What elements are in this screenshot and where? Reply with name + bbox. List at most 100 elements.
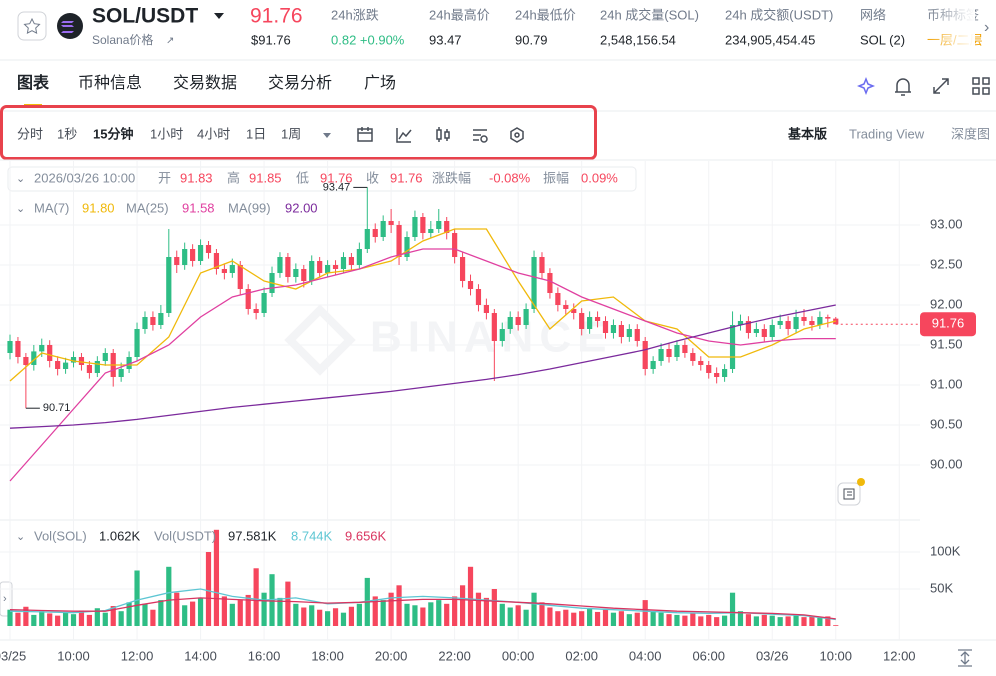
legend-value: 91.83: [180, 170, 213, 185]
volume-bar: [602, 609, 609, 626]
x-tick-label: 06:00: [692, 648, 725, 663]
volume-bar: [452, 596, 458, 626]
icon[interactable]: [510, 127, 524, 143]
notes-button[interactable]: [837, 482, 861, 506]
interval[interactable]: 1周: [281, 126, 301, 141]
volume-bar: [55, 615, 61, 626]
icon[interactable]: [396, 128, 412, 143]
volume-bar: [126, 602, 132, 626]
candle-body: [761, 329, 767, 337]
candle-body: [547, 273, 553, 293]
volume-bar: [31, 614, 37, 626]
volume-bar: [317, 609, 323, 626]
vol-toggle[interactable]: ⌄: [16, 531, 25, 543]
candle-body: [729, 325, 736, 369]
interval[interactable]: 1日: [246, 126, 266, 141]
vol-ma-legend: 8.744K: [291, 528, 333, 543]
volume-bar: [86, 614, 92, 626]
tab[interactable]: 交易分析: [268, 74, 332, 92]
ma-toggle[interactable]: ⌄: [16, 203, 25, 215]
candle-body: [602, 321, 609, 333]
interval[interactable]: 4小时: [197, 126, 230, 141]
bell-icon[interactable]: [895, 78, 911, 96]
candle-body: [698, 361, 704, 365]
volume-bar: [785, 616, 791, 626]
candle-body: [213, 253, 220, 269]
layout-icon[interactable]: [972, 77, 990, 95]
candle-body: [626, 329, 632, 337]
volume-bar: [174, 592, 180, 626]
volume-bar: [801, 617, 807, 626]
legend-label: 收: [366, 170, 379, 185]
candle-body: [666, 349, 672, 357]
legend-toggle[interactable]: ⌄: [16, 173, 25, 185]
tab[interactable]: 图表: [17, 73, 50, 92]
fullscreen-icon[interactable]: [933, 78, 949, 94]
volume-bar: [396, 585, 402, 626]
watermark: BINANCE: [370, 313, 612, 362]
vol-legend: 1.062K: [99, 528, 141, 543]
interval[interactable]: 1秒: [57, 126, 77, 141]
y-tick-label: 93.00: [930, 216, 963, 231]
volume-bar: [158, 600, 164, 626]
ma-legend-value: 91.80: [82, 200, 115, 215]
volume-bar: [404, 603, 410, 626]
y-tick-label: 92.50: [930, 256, 963, 271]
candle-body: [126, 357, 132, 369]
interval-dropdown[interactable]: [323, 133, 331, 138]
volume-bar: [372, 596, 378, 626]
view-option[interactable]: 深度图: [951, 126, 990, 141]
vol-tick-label: 100K: [930, 543, 961, 558]
interval[interactable]: 分时: [17, 126, 43, 141]
tab[interactable]: 币种信息: [78, 74, 142, 92]
ai-icon[interactable]: [856, 76, 876, 96]
volume-bar: [571, 612, 577, 626]
volume-bar: [332, 608, 339, 626]
stat-label: 24h 成交量(SOL): [600, 7, 699, 22]
icon[interactable]: [436, 127, 450, 142]
view-option[interactable]: Trading View: [849, 126, 925, 141]
volume-bar: [507, 607, 513, 626]
tab[interactable]: 交易数据: [173, 74, 237, 92]
volume-bar: [650, 611, 656, 626]
legend-label: 低: [296, 170, 309, 185]
sidebar-toggle[interactable]: [0, 581, 13, 617]
favorite-button[interactable]: [17, 11, 47, 41]
volume-bar: [7, 609, 13, 626]
volume-bar: [610, 612, 617, 626]
link-icon[interactable]: ↗: [166, 36, 174, 47]
vol-legend: Vol(SOL): [34, 528, 87, 543]
candle-body: [229, 265, 235, 273]
volume-bar: [325, 611, 331, 626]
candle-body: [467, 281, 474, 289]
candle-body: [650, 361, 656, 369]
symbol-dropdown[interactable]: [214, 13, 224, 19]
coin-name: Solana价格: [92, 32, 153, 47]
candle-body: [396, 225, 402, 257]
candle-body: [348, 257, 355, 265]
volume-bar: [690, 613, 696, 626]
icon[interactable]: [473, 129, 487, 141]
icon[interactable]: [357, 127, 373, 142]
candle-body: [428, 229, 434, 233]
candle-body: [682, 345, 688, 353]
volume-bar: [499, 603, 505, 626]
volume-bar: [309, 605, 315, 626]
tab[interactable]: 广场: [364, 74, 396, 92]
interval[interactable]: 15分钟: [93, 126, 133, 141]
stat-value: SOL (2): [860, 32, 905, 47]
volume-bar: [555, 611, 561, 626]
legend-date: 2026/03/26 10:00: [34, 170, 135, 185]
scroll-right[interactable]: ›: [984, 19, 989, 36]
volume-bar: [237, 600, 243, 626]
volume-bar: [39, 611, 45, 626]
volume-bar: [539, 602, 545, 626]
candle-body: [452, 233, 458, 257]
icon: [480, 135, 488, 143]
axis-scale-button[interactable]: [958, 649, 972, 667]
candle-body: [618, 325, 624, 337]
view-option[interactable]: 基本版: [787, 126, 827, 141]
candle-body: [571, 309, 577, 313]
fade: [925, 0, 975, 58]
interval[interactable]: 1小时: [150, 126, 183, 141]
